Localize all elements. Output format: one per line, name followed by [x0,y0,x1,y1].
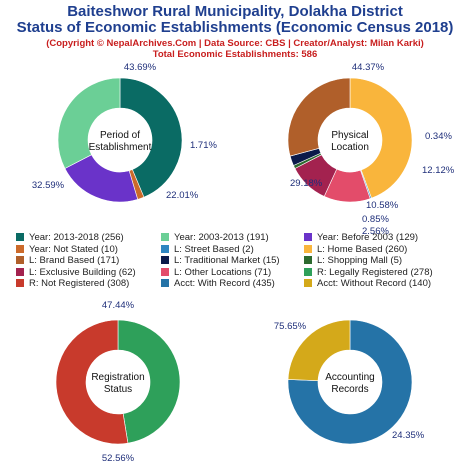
legend-label: L: Other Locations (71) [174,266,272,278]
donut-center-label: Physical [331,130,368,141]
donut-center-label: Location [331,142,369,153]
legend-label: L: Shopping Mall (5) [317,255,403,266]
legend-item: L: Exclusive Building (62) [16,267,136,278]
donut-hole [86,350,150,414]
slice-percent-label: 29.18% [290,178,323,189]
slice-percent-label: 10.58% [366,200,399,211]
legend-label: L: Exclusive Building (62) [29,266,136,278]
total-establishments: Total Economic Establishments: 586 [152,49,318,60]
legend-swatch [16,256,24,264]
legend-label: Acct: With Record (435) [174,278,275,289]
legend-swatch [304,279,312,287]
chart-title-line2: Status of Economic Establishments (Econo… [16,19,454,36]
legend-item: R: Not Registered (308) [16,278,129,289]
copyright-subtitle: (Copyright © NepalArchives.Com | Data So… [46,38,424,49]
slice-percent-label: 1.71% [190,140,217,151]
slice-percent-label: 24.35% [392,430,425,441]
legend-label: Year: Before 2003 (129) [317,232,419,243]
legend-swatch [161,267,169,276]
donut-center-label: Establishment [89,142,152,153]
slice-percent-label: 47.44% [102,300,135,311]
legend-label: L: Traditional Market (15) [174,255,280,266]
legend-item: Acct: With Record (435) [161,278,275,289]
donut-hole [88,108,152,172]
legend-swatch [304,233,312,241]
donut-hole [318,350,382,414]
chart-title-line1: Baiteshwor Rural Municipality, Dolakha D… [67,3,403,20]
legend-item: Acct: Without Record (140) [304,278,431,289]
legend-item: Year: 2013-2018 (256) [16,232,124,243]
legend-swatch [304,267,312,276]
legend-swatch [161,256,169,264]
legend-item: L: Street Based (2) [161,244,254,255]
legend-swatch [161,244,169,253]
legend-label: R: Not Registered (308) [29,278,130,289]
legend-swatch [161,279,169,287]
legend-label: Year: 2013-2018 (256) [29,232,124,243]
legend-swatch [16,267,24,276]
donut-center-label: Registration [91,372,144,383]
donut-center-label: Status [104,384,132,395]
legend-swatch [161,233,169,241]
legend-label: L: Street Based (2) [174,243,254,255]
legend-swatch [304,244,312,253]
legend-swatch [16,279,24,287]
slice-percent-label: 2.56% [362,226,389,237]
legend-label: Year: Not Stated (10) [29,243,118,255]
legend-item: L: Brand Based (171) [16,255,119,266]
legend-item: Year: Not Stated (10) [16,244,118,255]
legend-label: L: Home Based (260) [317,243,408,255]
slice-percent-label: 75.65% [274,321,307,332]
legend-item: R: Legally Registered (278) [304,267,433,278]
donut-slice-acct-with-record [287,319,413,445]
slice-percent-label: 0.34% [425,131,452,142]
legend-label: R: Legally Registered (278) [317,266,433,278]
legend-item: Year: 2003-2013 (191) [161,232,269,243]
slice-percent-label: 52.56% [102,453,135,464]
legend-label: Year: 2003-2013 (191) [174,232,269,243]
donut-hole [318,108,382,172]
slice-percent-label: 32.59% [32,180,65,191]
slice-percent-label: 12.12% [422,165,455,176]
legend-item: L: Traditional Market (15) [161,255,280,266]
legend-swatch [16,233,24,241]
donut-center-label: Period of [100,130,140,141]
donut-center-label: Records [331,384,368,395]
legend-item: L: Other Locations (71) [161,267,271,278]
legend-swatch [304,256,312,264]
slice-percent-label: 43.69% [124,62,157,73]
donut-center-label: Accounting [325,372,374,383]
legend-item: L: Shopping Mall (5) [304,255,402,266]
legend-item: L: Home Based (260) [304,244,407,255]
legend-label: Acct: Without Record (140) [317,278,432,289]
legend-swatch [16,244,24,253]
legend-item: Year: Before 2003 (129) [304,232,418,243]
slice-percent-label: 0.85% [362,214,389,225]
slice-percent-label: 44.37% [352,62,385,73]
slice-percent-label: 22.01% [166,190,199,201]
legend-label: L: Brand Based (171) [29,255,120,266]
